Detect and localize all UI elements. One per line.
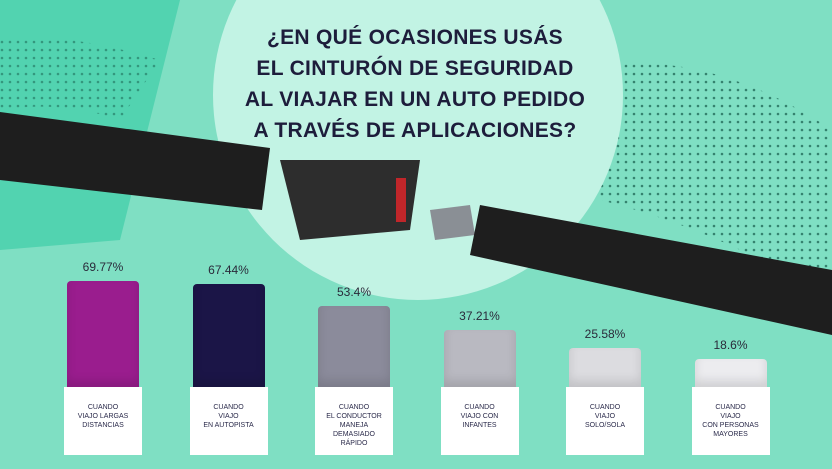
value-label: 37.21% [459,309,500,324]
bar [192,284,265,387]
value-label: 53.4% [336,284,372,299]
bar [67,280,139,387]
category-box: CUANDO VIAJO SOLO/SOLA [566,387,644,455]
bar [694,358,767,387]
bar [443,330,516,387]
category-label: CUANDO VIAJO EN AUTOPISTA [203,404,254,429]
bar [569,348,641,387]
bar [318,305,390,387]
category-label: CUANDO VIAJO SOLO/SOLA [584,404,626,429]
category-box: CUANDO VIAJO LARGAS DISTANCIAS [64,387,142,455]
category-box: CUANDO VIAJO EN AUTOPISTA [189,387,268,455]
category-label: CUANDO VIAJO LARGAS DISTANCIAS [77,404,129,429]
value-label: 18.6% [713,337,748,352]
chart-title: ¿EN QUÉ OCASIONES USÁS EL CINTURÓN DE SE… [244,26,586,142]
category-box: CUANDO VIAJO CON PERSONAS MAYORES [691,387,770,455]
value-label: 67.44% [208,263,249,278]
category-label: CUANDO VIAJO CON INFANTES [460,404,499,429]
value-label: 69.77% [82,259,124,274]
category-box: CUANDO EL CONDUCTOR MANEJA DEMASIADO RÁP… [315,387,393,455]
category-label: CUANDO EL CONDUCTOR MANEJA DEMASIADO RÁP… [326,404,382,447]
value-label: 25.58% [584,327,626,342]
category-label: CUANDO VIAJO CON PERSONAS MAYORES [702,404,759,438]
category-box: CUANDO VIAJO CON INFANTES [440,387,519,455]
